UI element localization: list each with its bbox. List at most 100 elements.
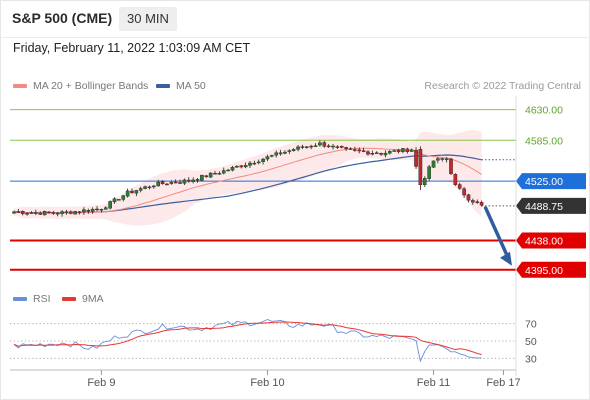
x-label-Feb 10: Feb 10 bbox=[250, 377, 284, 389]
candle-body bbox=[479, 202, 484, 206]
candle-body bbox=[353, 149, 357, 151]
candle-body bbox=[195, 179, 200, 181]
candle-body bbox=[125, 190, 130, 197]
candle-body bbox=[396, 149, 401, 153]
candle-body bbox=[383, 152, 388, 156]
candle-body bbox=[457, 184, 462, 189]
candle-body bbox=[95, 208, 99, 211]
candle-body bbox=[29, 212, 34, 214]
candle-body bbox=[217, 173, 222, 175]
candle-body bbox=[38, 212, 43, 215]
candle-body bbox=[82, 209, 86, 213]
candle-body bbox=[309, 145, 313, 148]
candle-body bbox=[261, 158, 265, 162]
candle-body bbox=[16, 211, 21, 213]
candle-body bbox=[173, 181, 178, 184]
rsi-tick-70: 70 bbox=[525, 319, 537, 331]
candle-body bbox=[414, 149, 418, 167]
candle-body bbox=[25, 213, 29, 215]
level-tag-4395.00 bbox=[516, 261, 586, 278]
x-label-Feb 9: Feb 9 bbox=[87, 377, 115, 389]
candle-body bbox=[462, 188, 466, 196]
candle-body bbox=[186, 179, 191, 182]
candle-body bbox=[200, 174, 204, 181]
candle-body bbox=[243, 165, 248, 168]
legend-9ma: 9MA bbox=[62, 293, 104, 305]
candle-body bbox=[401, 148, 405, 152]
candle-body bbox=[130, 190, 134, 193]
ma9-label: 9MA bbox=[82, 293, 104, 305]
candle-body bbox=[471, 200, 475, 203]
projection-arrow-shaft bbox=[483, 206, 511, 262]
candle-body bbox=[331, 145, 335, 148]
candle-body bbox=[99, 209, 104, 211]
candle-body bbox=[322, 142, 327, 147]
candle-body bbox=[427, 166, 431, 179]
candle-body bbox=[226, 169, 230, 172]
rsi-tick-30: 30 bbox=[525, 353, 537, 365]
candle-body bbox=[204, 175, 209, 178]
candle-body bbox=[156, 181, 161, 187]
candle-body bbox=[379, 152, 383, 155]
ma20-label: MA 20 + Bollinger Bands bbox=[33, 80, 149, 92]
candle-body bbox=[117, 199, 121, 201]
candle-body bbox=[335, 146, 340, 148]
x-label-Feb 17: Feb 17 bbox=[486, 377, 520, 389]
candle-body bbox=[444, 158, 449, 161]
candle-body bbox=[34, 212, 38, 214]
candle-body bbox=[265, 156, 270, 160]
credit-text: Research © 2022 Trading Central bbox=[424, 80, 581, 92]
candle-body bbox=[475, 201, 480, 203]
bollinger-band bbox=[14, 129, 482, 226]
candle-body bbox=[42, 211, 47, 216]
rsi-label: RSI bbox=[33, 293, 51, 305]
candle-body bbox=[143, 186, 147, 189]
level-tag-4438.00 bbox=[516, 232, 586, 249]
candle-body bbox=[405, 148, 410, 152]
candle-body bbox=[388, 151, 392, 154]
candle-body bbox=[64, 211, 69, 213]
candle-body bbox=[278, 152, 283, 155]
candle-body bbox=[270, 155, 274, 157]
candle-body bbox=[366, 151, 370, 155]
candle-body bbox=[178, 182, 182, 184]
level-label-4488.75: 4488.75 bbox=[525, 201, 563, 213]
candle-body bbox=[392, 150, 396, 152]
candle-body bbox=[51, 212, 56, 214]
candle-body bbox=[60, 211, 64, 214]
candle-body bbox=[374, 152, 379, 154]
candle-body bbox=[449, 158, 453, 175]
level-label-4438.00: 4438.00 bbox=[525, 235, 563, 247]
rsi-9ma-line bbox=[13, 321, 482, 356]
candle-body bbox=[69, 211, 73, 214]
timeframe-badge[interactable]: 30 MIN bbox=[119, 7, 177, 31]
candle-body bbox=[440, 158, 445, 160]
candle-body bbox=[361, 150, 366, 152]
candle-body bbox=[86, 210, 91, 212]
candle-body bbox=[121, 195, 126, 200]
candle-body bbox=[252, 162, 257, 165]
candle-body bbox=[47, 211, 51, 214]
candle-body bbox=[152, 185, 156, 188]
candle-body bbox=[348, 148, 353, 150]
candle-body bbox=[256, 161, 261, 164]
candle-body bbox=[208, 172, 213, 178]
candle-body bbox=[138, 188, 143, 191]
candle-body bbox=[73, 211, 77, 215]
candle-body bbox=[147, 186, 152, 189]
ma50-label: MA 50 bbox=[176, 80, 206, 92]
legend-rsi: RSI bbox=[13, 293, 51, 305]
level-label-4585.00: 4585.00 bbox=[525, 135, 563, 147]
candle-body bbox=[283, 151, 287, 154]
candle-body bbox=[418, 148, 423, 186]
candle-body bbox=[169, 182, 174, 184]
candle-body bbox=[431, 160, 436, 168]
candle-body bbox=[134, 190, 139, 194]
instrument-title: S&P 500 (CME) bbox=[12, 10, 113, 26]
candle-body bbox=[235, 166, 239, 168]
candle-body bbox=[313, 145, 318, 147]
candle-body bbox=[344, 147, 348, 149]
candle-body bbox=[287, 150, 292, 152]
candle-body bbox=[326, 145, 331, 148]
